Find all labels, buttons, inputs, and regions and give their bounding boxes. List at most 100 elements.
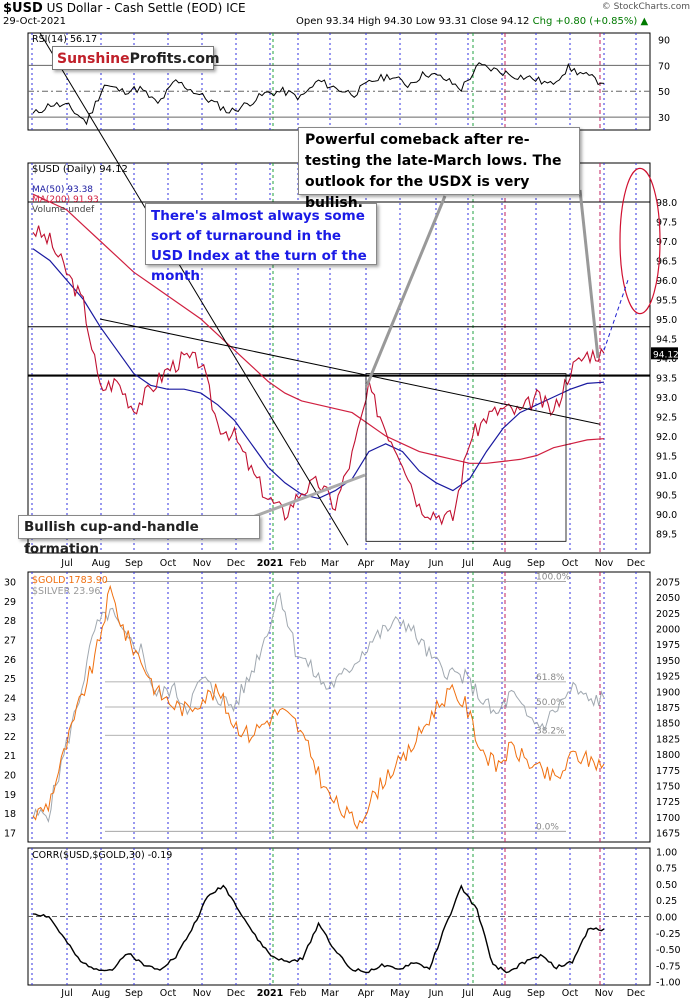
x-tick-label: Oct (562, 988, 579, 999)
gold-y-tick: 1725 (656, 797, 680, 808)
usd-y-tick: 97.0 (656, 237, 677, 248)
gold-y-tick: 2025 (656, 609, 680, 620)
chart-header: $USD US Dollar - Cash Settle (EOD) ICE 2… (0, 0, 700, 30)
symbol: $USD (3, 1, 43, 16)
gold-y-tick: 1850 (656, 719, 680, 730)
silver-y-tick: 18 (4, 809, 16, 820)
x-tick-label: Jul (60, 558, 72, 569)
downtrend-line (99, 318, 601, 425)
usd-y-tick: 94.0 (656, 354, 677, 365)
x-tick-label: Sep (125, 988, 143, 999)
silver-y-tick: 28 (4, 616, 16, 627)
x-tick-label: Mar (321, 558, 339, 569)
x-tick-label: 2021 (257, 558, 283, 569)
x-tick-label: Feb (290, 988, 307, 999)
silver-y-tick: 24 (4, 693, 16, 704)
last-price-box (651, 347, 678, 360)
annotation-cup-handle: Bullish cup-and-handle formation (18, 515, 260, 557)
usd-legend-item: $USD (Daily) 94.12 (32, 164, 128, 175)
corr-y-tick: -0.75 (656, 961, 681, 972)
change-value: Chg +0.80 (+0.85%) (532, 16, 638, 27)
x-tick-label: Nov (595, 558, 614, 569)
last-price-label: 94.12 (653, 350, 679, 360)
rsi-y-tick: 30 (658, 113, 670, 124)
usd-y-tick: 92.0 (656, 432, 677, 443)
usd-y-tick: 91.5 (656, 452, 677, 463)
open-value: Open 93.34 (296, 16, 355, 27)
usd-legend-item: MA(200) 91.93 (32, 195, 99, 205)
corr-y-tick: -0.50 (656, 945, 681, 956)
instrument-name: US Dollar - Cash Settle (EOD) (46, 1, 223, 15)
x-tick-label: Apr (358, 558, 375, 569)
x-tick-label: Feb (290, 558, 307, 569)
target-ellipse (619, 167, 661, 315)
silver-y-tick: 30 (4, 578, 16, 589)
usd-y-tick: 97.5 (656, 218, 677, 229)
corr-line (32, 884, 605, 974)
x-tick-label: Aug (92, 558, 111, 569)
corr-y-tick: -1.00 (656, 978, 681, 989)
x-tick-label: Mar (321, 988, 339, 999)
silver-y-tick: 22 (4, 732, 16, 743)
x-tick-label: Jul (461, 558, 473, 569)
sunshine-profits-logo: SunshineProfits.com (52, 46, 220, 70)
long-downtrend-line (39, 32, 349, 546)
silver-line (32, 591, 605, 823)
gold-y-tick: 1800 (656, 750, 680, 761)
corr-y-tick: 0.00 (656, 913, 677, 924)
rsi-legend: RSI(14) 56.17 (32, 34, 97, 45)
x-tick-label: Oct (562, 558, 579, 569)
ma50-line (32, 248, 605, 500)
x-tick-label: Nov (595, 988, 614, 999)
cup-handle-box (365, 373, 567, 542)
projection-line (603, 279, 629, 351)
annotation-comeback: Powerful comeback after re-testing the l… (298, 127, 580, 211)
usd-y-tick: 96.5 (656, 257, 677, 268)
gold-y-tick: 1975 (656, 640, 680, 651)
gold-y-tick: 1825 (656, 734, 680, 745)
x-tick-label: Jul (461, 988, 473, 999)
corr-y-tick: -0.25 (656, 929, 681, 940)
gold-y-tick: 1875 (656, 703, 680, 714)
gold-y-tick: 1750 (656, 781, 680, 792)
cup-pointer (249, 473, 366, 520)
x-tick-label: Jul (60, 988, 72, 999)
usd-y-tick: 95.5 (656, 296, 677, 307)
corr-y-tick: 1.00 (656, 847, 677, 858)
usd-y-tick: 92.5 (656, 413, 677, 424)
low-value: Low 93.31 (415, 16, 468, 27)
comeback-pointer-2 (578, 189, 600, 359)
usd-y-tick: 89.5 (656, 530, 677, 541)
x-tick-label: Aug (493, 558, 512, 569)
x-tick-label: Jun (428, 558, 444, 569)
x-tick-label: Apr (358, 988, 375, 999)
gold-y-tick: 2075 (656, 577, 680, 588)
high-value: High 94.30 (357, 16, 413, 27)
silver-y-tick: 21 (4, 751, 16, 762)
close-value: Close 94.12 (470, 16, 530, 27)
gold-y-tick: 1900 (656, 687, 680, 698)
chart-title: $USD US Dollar - Cash Settle (EOD) ICE (3, 1, 246, 16)
x-tick-label: Dec (627, 558, 645, 569)
annotation-turn-of-month: There's almost always some sort of turna… (145, 203, 377, 284)
x-tick-label: Oct (160, 558, 177, 569)
logo-part-profits: Profits.com (129, 51, 220, 67)
silver-y-tick: 25 (4, 674, 16, 685)
x-tick-label: Aug (493, 988, 512, 999)
x-tick-label: Dec (227, 558, 245, 569)
usd-legend-item: Volume undef (32, 205, 95, 215)
silver-y-tick: 27 (4, 636, 16, 647)
usd-legend-item: MA(50) 93.38 (32, 185, 93, 195)
x-tick-label: Nov (193, 988, 212, 999)
x-tick-label: May (390, 558, 410, 569)
rsi-line (32, 62, 605, 126)
usd-y-tick: 94.5 (656, 335, 677, 346)
x-tick-label: Aug (92, 988, 111, 999)
fib-label: 0.0% (536, 822, 559, 832)
ohlc-readout: Open 93.34 High 94.30 Low 93.31 Close 94… (296, 16, 648, 27)
gold-legend: $GOLD 1783.90 (32, 575, 108, 586)
silver-y-tick: 23 (4, 713, 16, 724)
corr-legend: CORR($USD,$GOLD,30) -0.19 (32, 850, 172, 861)
usd-y-tick: 90.0 (656, 510, 677, 521)
